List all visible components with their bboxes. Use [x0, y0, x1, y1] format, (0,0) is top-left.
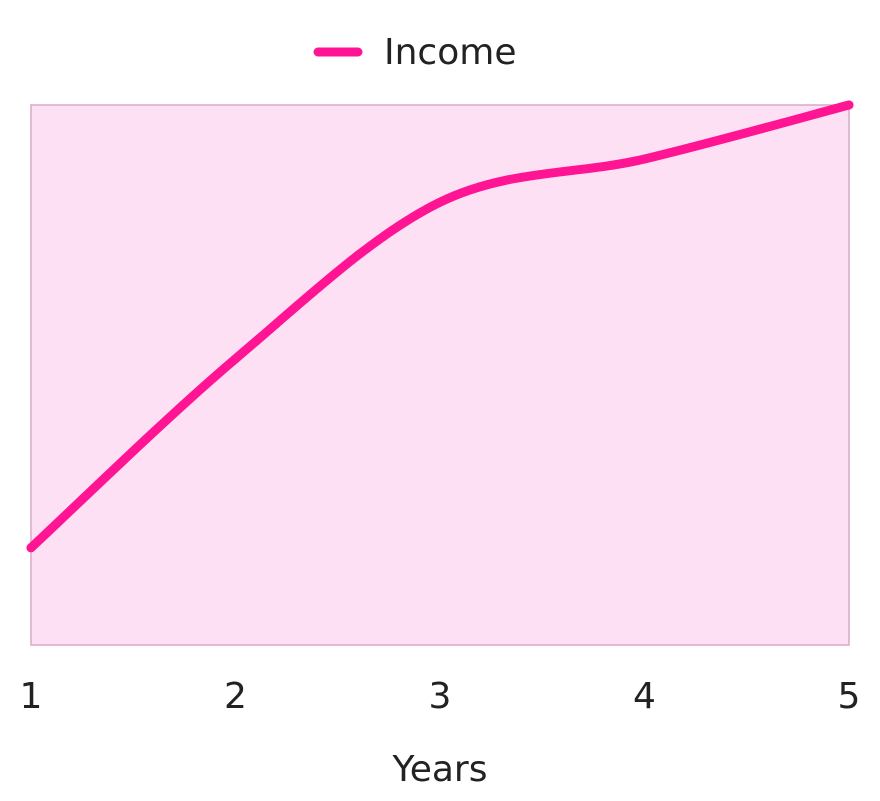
- data-point-1: [26, 543, 36, 553]
- data-point-5: [844, 100, 854, 110]
- x-axis-ticks: 1 2 3 4 5: [20, 676, 861, 717]
- x-tick-label-2: 2: [224, 676, 247, 717]
- data-points: [26, 100, 854, 553]
- data-point-3: [435, 197, 445, 207]
- x-tick-label-5: 5: [838, 676, 861, 717]
- legend: Income: [313, 32, 516, 73]
- x-tick-label-4: 4: [633, 676, 656, 717]
- x-tick-label-3: 3: [429, 676, 452, 717]
- data-point-4: [640, 154, 649, 164]
- data-point-2: [231, 354, 240, 364]
- x-axis-label: Years: [392, 749, 488, 790]
- series-line-income: [26, 100, 854, 553]
- legend-label-income: Income: [384, 32, 516, 73]
- x-tick-label-1: 1: [20, 676, 43, 717]
- plot-area: [30, 104, 850, 646]
